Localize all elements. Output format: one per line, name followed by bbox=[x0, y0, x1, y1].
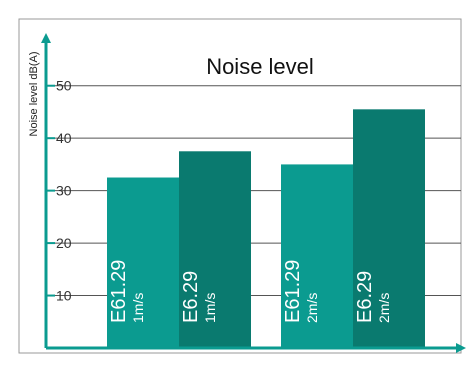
bar-label-speed: 2m/s bbox=[304, 293, 320, 323]
bar-label-model: E6.29 bbox=[354, 271, 376, 323]
y-tick-label: 30 bbox=[56, 183, 72, 199]
y-axis-label: Noise level dB(A) bbox=[28, 52, 40, 137]
bar bbox=[281, 164, 353, 348]
bar-label-model: E6.29 bbox=[180, 271, 202, 323]
bar-label-speed: 2m/s bbox=[376, 293, 392, 323]
y-tick-label: 20 bbox=[56, 235, 72, 251]
axes bbox=[41, 33, 466, 353]
bar-label-model: E61.29 bbox=[108, 260, 130, 323]
bar bbox=[353, 109, 425, 349]
bar bbox=[179, 151, 251, 348]
bar-label-speed: 1m/s bbox=[130, 293, 146, 323]
bar-label-model: E61.29 bbox=[282, 260, 304, 323]
y-tick-label: 10 bbox=[56, 288, 72, 304]
y-tick-label: 50 bbox=[56, 78, 72, 94]
bar-label-speed: 1m/s bbox=[202, 293, 218, 323]
y-tick-labels: 10 20 30 40 50 bbox=[56, 78, 72, 304]
y-tick-label: 40 bbox=[56, 130, 72, 146]
bar bbox=[107, 177, 179, 348]
bars: E61.29 1m/s E6.29 1m/s E61.29 2m/s E6.29 2m/s bbox=[107, 109, 425, 349]
chart-title: Noise level bbox=[206, 54, 314, 79]
